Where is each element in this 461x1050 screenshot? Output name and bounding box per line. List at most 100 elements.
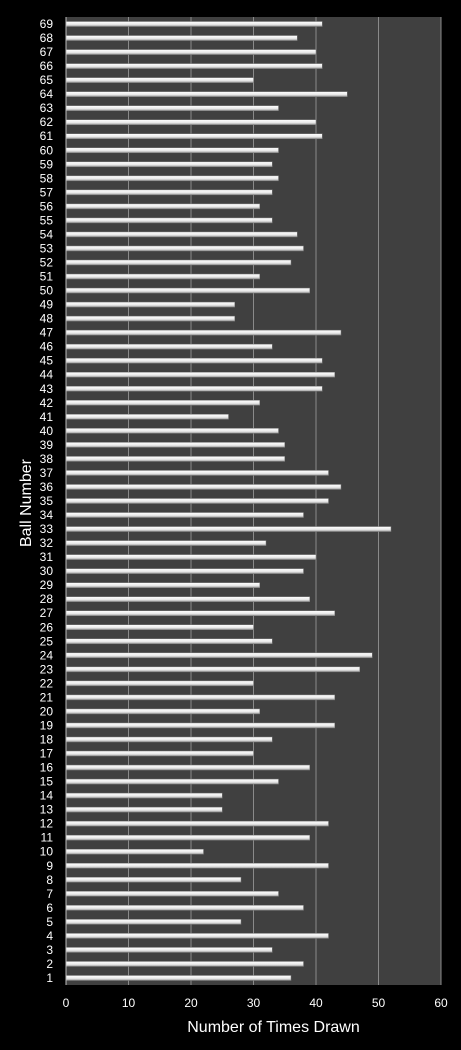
y-tick-label-20: 20 (40, 704, 54, 718)
y-tick-label-33: 33 (40, 522, 54, 536)
y-tick-label-17: 17 (40, 747, 54, 761)
x-tick-label-50: 50 (372, 996, 386, 1010)
y-tick-label-50: 50 (40, 284, 54, 298)
y-tick-label-38: 38 (40, 452, 54, 466)
x-tick-label-20: 20 (184, 996, 198, 1010)
bar-61 (65, 133, 323, 139)
bar-69 (65, 21, 323, 27)
x-axis-title: Number of Times Drawn (187, 1019, 360, 1036)
bar-52 (65, 259, 292, 266)
y-tick-label-21: 21 (40, 690, 54, 704)
y-tick-label-48: 48 (40, 312, 54, 326)
bar-1 (65, 975, 292, 981)
bar-38 (65, 456, 285, 462)
y-tick-label-58: 58 (40, 171, 54, 185)
y-tick-label-23: 23 (40, 662, 54, 676)
bar-41 (65, 414, 229, 420)
bar-24 (65, 652, 373, 659)
y-tick-label-44: 44 (40, 368, 54, 382)
bar-17 (65, 750, 254, 757)
y-tick-label-6: 6 (46, 901, 53, 915)
y-tick-label-35: 35 (40, 494, 54, 508)
y-tick-label-11: 11 (41, 831, 54, 845)
y-tick-label-3: 3 (46, 943, 53, 957)
bar-13 (65, 806, 223, 813)
y-tick-label-26: 26 (40, 620, 54, 634)
bar-23 (65, 666, 360, 673)
y-tick-label-34: 34 (40, 508, 54, 522)
bar-67 (65, 49, 317, 55)
y-tick-label-64: 64 (40, 87, 54, 101)
y-tick-label-16: 16 (40, 761, 54, 775)
y-tick-label-14: 14 (40, 789, 54, 803)
y-tick-label-12: 12 (40, 817, 54, 831)
y-tick-label-57: 57 (40, 185, 54, 199)
bar-63 (65, 105, 279, 111)
bar-6 (65, 905, 304, 911)
y-tick-label-4: 4 (46, 929, 53, 943)
y-tick-label-65: 65 (40, 73, 54, 87)
y-tick-label-25: 25 (40, 634, 54, 648)
y-tick-label-18: 18 (40, 732, 54, 746)
y-tick-label-41: 41 (40, 410, 54, 424)
y-tick-label-27: 27 (40, 606, 54, 620)
y-tick-label-55: 55 (40, 213, 54, 227)
bar-42 (65, 400, 260, 406)
bar-45 (65, 357, 323, 364)
y-tick-label-28: 28 (40, 592, 54, 606)
bar-68 (65, 35, 298, 41)
bar-54 (65, 231, 298, 238)
bar-64 (65, 91, 348, 97)
bar-15 (65, 778, 279, 785)
bar-55 (65, 217, 273, 224)
bar-4 (65, 933, 329, 939)
y-tick-label-7: 7 (46, 887, 53, 901)
y-tick-label-2: 2 (46, 957, 53, 971)
bar-8 (65, 877, 242, 883)
bar-18 (65, 736, 273, 743)
bar-37 (65, 470, 329, 476)
bar-27 (65, 610, 335, 616)
y-tick-label-8: 8 (46, 873, 53, 887)
bar-19 (65, 722, 335, 729)
bar-7 (65, 891, 279, 897)
y-tick-label-42: 42 (40, 396, 54, 410)
y-tick-label-9: 9 (46, 859, 53, 873)
y-tick-label-31: 31 (40, 550, 54, 564)
y-tick-label-1: 1 (46, 971, 53, 985)
y-tick-label-54: 54 (40, 227, 54, 241)
bar-36 (65, 484, 342, 490)
y-tick-label-69: 69 (40, 17, 54, 31)
bar-20 (65, 708, 260, 715)
bar-60 (65, 147, 279, 154)
bar-39 (65, 442, 285, 448)
x-tick-label-40: 40 (309, 996, 323, 1010)
x-tick-label-0: 0 (63, 996, 70, 1010)
y-tick-label-62: 62 (40, 115, 54, 129)
bar-2 (65, 961, 304, 967)
bar-65 (65, 77, 254, 83)
bar-56 (65, 203, 260, 210)
y-tick-label-66: 66 (40, 59, 54, 73)
y-tick-label-36: 36 (40, 480, 54, 494)
y-tick-label-39: 39 (40, 438, 54, 452)
y-tick-label-32: 32 (40, 536, 54, 550)
y-tick-label-47: 47 (40, 326, 54, 340)
bar-10 (65, 848, 204, 855)
x-tick-label-10: 10 (122, 996, 136, 1010)
bar-59 (65, 161, 273, 168)
y-tick-label-51: 51 (40, 270, 54, 284)
bar-34 (65, 512, 304, 518)
x-axis-tick-labels: 0 10 20 30 40 50 60 (63, 996, 448, 1010)
bar-62 (65, 119, 317, 125)
bar-46 (65, 343, 273, 350)
bar-48 (65, 315, 235, 322)
y-tick-label-30: 30 (40, 564, 54, 578)
y-tick-label-22: 22 (40, 676, 54, 690)
bar-14 (65, 792, 223, 799)
bar-16 (65, 764, 310, 771)
y-tick-label-13: 13 (40, 803, 54, 817)
y-tick-label-5: 5 (46, 915, 53, 929)
bar-33 (65, 526, 392, 532)
bar-51 (65, 273, 260, 280)
